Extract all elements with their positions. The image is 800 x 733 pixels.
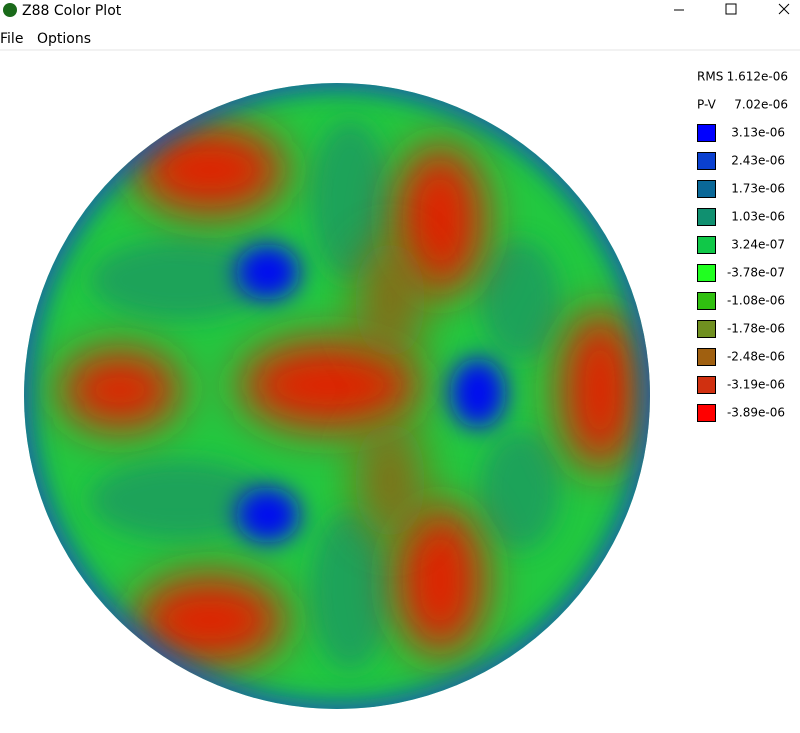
legend-swatch — [697, 292, 716, 310]
stat-label: RMS — [697, 70, 723, 84]
legend-label: 3.24e-07 — [731, 238, 785, 252]
legend-label: -3.78e-07 — [727, 266, 785, 280]
legend-swatch — [697, 348, 716, 366]
legend-label: -3.19e-06 — [727, 378, 785, 392]
stat-value: 7.02e-06 — [734, 98, 788, 112]
stat-value: 1.612e-06 — [727, 70, 788, 84]
color-plot — [24, 83, 650, 709]
menu-item[interactable]: Options — [37, 31, 91, 47]
legend-label: 1.73e-06 — [731, 182, 785, 196]
maximize-button[interactable] — [725, 3, 737, 15]
legend-swatch — [697, 180, 716, 198]
legend-swatch — [697, 320, 716, 338]
legend-label: -1.08e-06 — [727, 294, 785, 308]
app-icon — [3, 3, 17, 17]
legend-label: 3.13e-06 — [731, 126, 785, 140]
legend-label: -3.89e-06 — [727, 406, 785, 420]
legend-swatch — [697, 404, 716, 422]
legend-label: 2.43e-06 — [731, 154, 785, 168]
legend-swatch — [697, 152, 716, 170]
stat-label: P-V — [697, 98, 717, 112]
legend-label: -1.78e-06 — [727, 322, 785, 336]
legend-swatch — [697, 264, 716, 282]
legend-label: -2.48e-06 — [727, 350, 785, 364]
menu-item[interactable]: File — [0, 31, 23, 47]
window-title: Z88 Color Plot — [22, 3, 122, 19]
legend-swatch — [697, 236, 716, 254]
legend-swatch — [697, 124, 716, 142]
close-button[interactable] — [778, 3, 790, 15]
legend-swatch — [697, 208, 716, 226]
legend-label: 1.03e-06 — [731, 210, 785, 224]
legend-swatch — [697, 376, 716, 394]
